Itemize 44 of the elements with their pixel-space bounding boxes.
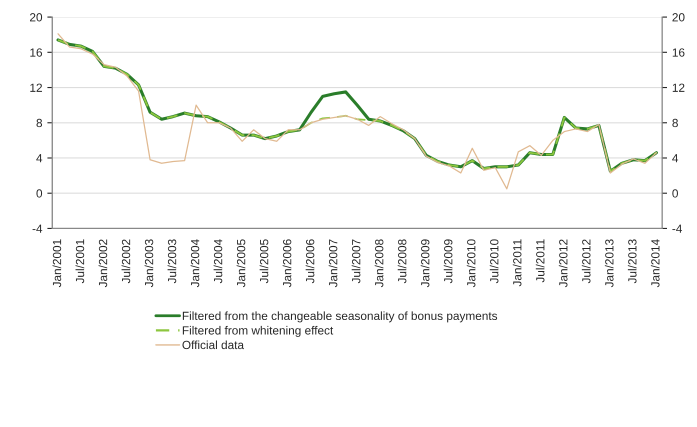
x-tick-label: Jul/2011 [536, 239, 544, 282]
x-tick-label: Jul/2007 [352, 239, 360, 284]
x-tick-label: Jul/2002 [122, 239, 130, 284]
y-tick-label: 20 [30, 13, 42, 22]
y2-tick-label: 8 [672, 118, 678, 128]
x-tick-label: Jul/2001 [76, 239, 84, 284]
y2-tick-label: 0 [672, 189, 678, 198]
x-tick-label: Jan/2008 [374, 239, 384, 288]
x-tick-label: Jul/2010 [490, 239, 498, 284]
x-tick-label: Jan/2012 [558, 239, 568, 288]
x-tick-label: Jul/2009 [444, 239, 452, 284]
y-tick-label: 16 [30, 48, 42, 57]
x-tick-label: Jan/2006 [282, 239, 292, 288]
x-tick-label: Jan/2007 [328, 239, 338, 288]
y-tick-label: 0 [36, 189, 42, 198]
y-tick-label: 8 [36, 118, 42, 128]
x-tick-label: Jul/2013 [628, 239, 637, 284]
x-tick-label: Jan/2001 [52, 239, 62, 288]
x-tick-label: Jan/2004 [190, 239, 200, 288]
y2-tick-label: 12 [672, 84, 684, 92]
legend-label: Filtered from whitening effect [182, 326, 334, 337]
x-tick-label: Jul/2006 [306, 239, 314, 284]
x-tick-label: Jul/2004 [214, 239, 222, 284]
y2-tick-label: -4 [672, 224, 682, 233]
x-tick-label: Jan/2003 [144, 239, 154, 288]
x-tick-label: Jan/2005 [236, 239, 246, 288]
y2-tick-label: 20 [672, 13, 685, 22]
x-tick-label: Jul/2008 [398, 239, 406, 284]
x-tick-label: Jan/2013 [604, 239, 614, 288]
x-tick-label: Jul/2005 [260, 239, 268, 284]
y2-tick-label: 16 [672, 48, 684, 57]
x-tick-label: Jan/2010 [466, 239, 476, 288]
legend-label: Official data [182, 340, 244, 350]
x-tick-label: Jan/2002 [98, 239, 108, 288]
x-tick-label: Jan/2009 [420, 239, 430, 288]
x-tick-label: Jan/2011 [512, 239, 522, 286]
x-tick-label: Jul/2003 [168, 239, 176, 284]
y-tick-label: 12 [30, 84, 42, 92]
x-tick-label: Jul/2012 [582, 239, 591, 284]
y-tick-label: -4 [32, 224, 42, 233]
legend-label: Filtered from the changeable seasonality of bonus payments [182, 311, 498, 322]
y2-tick-label: 4 [672, 154, 678, 162]
x-tick-label: Jan/2014 [650, 239, 660, 288]
y-tick-label: 4 [36, 154, 42, 162]
